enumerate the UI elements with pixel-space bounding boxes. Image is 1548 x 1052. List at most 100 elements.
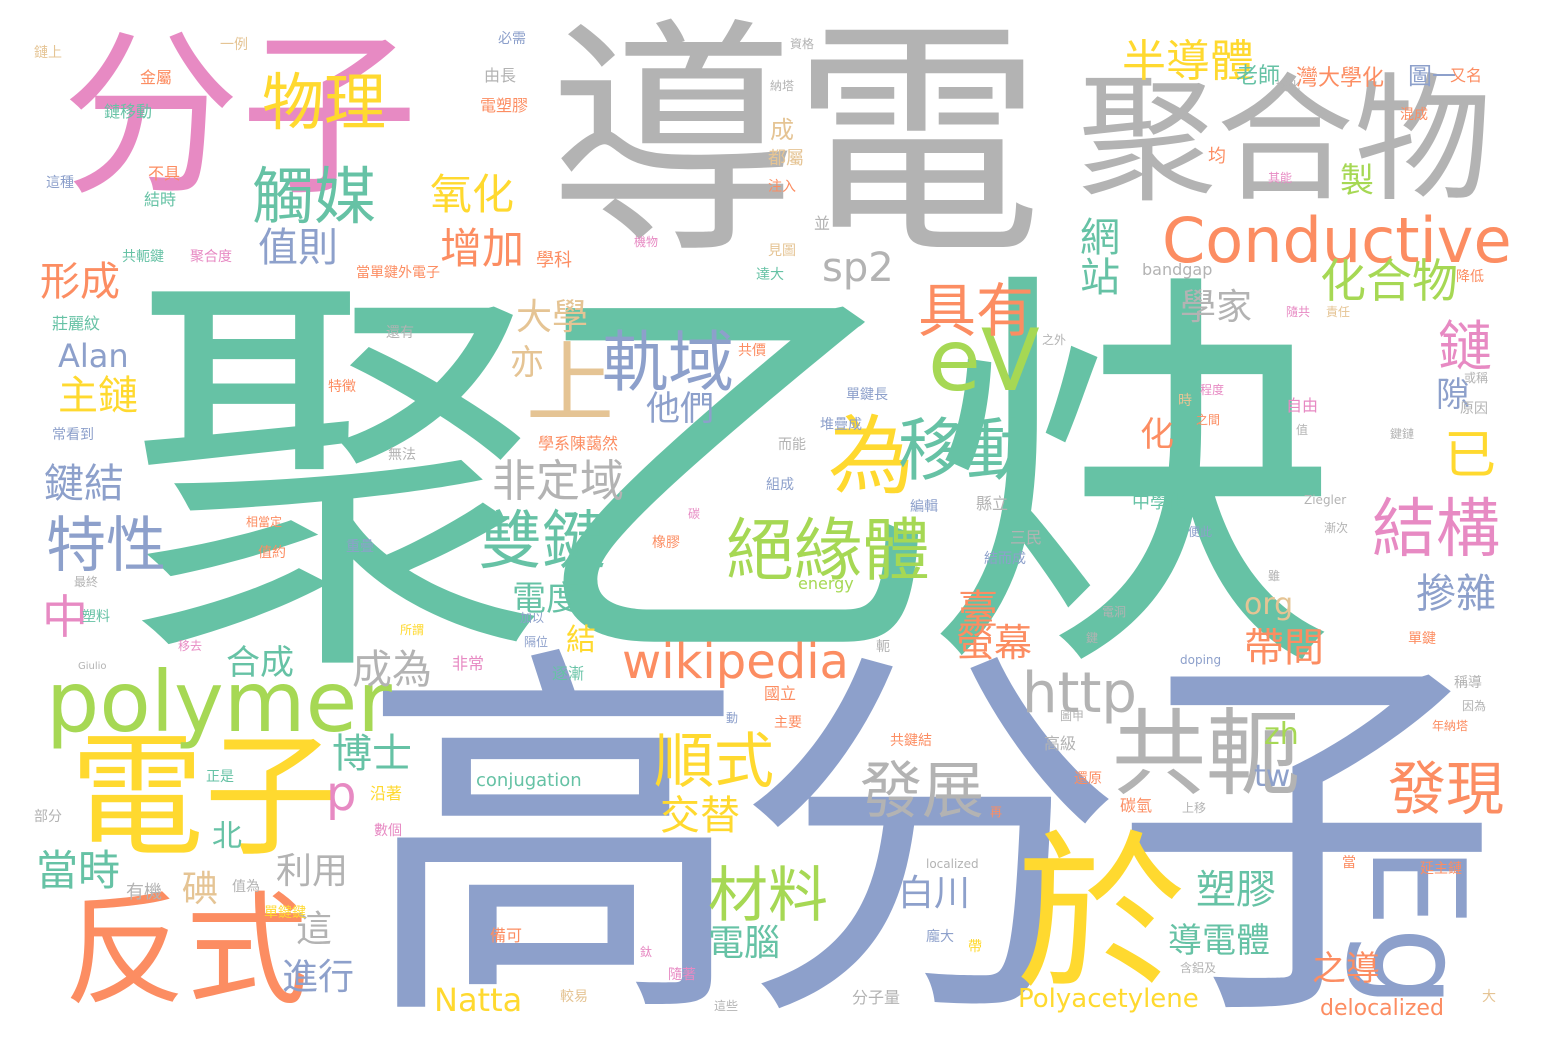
word: Alan [58,337,129,375]
word: 學科 [536,250,572,271]
word: 所謂 [400,623,425,637]
word: 注入 [768,179,796,195]
word: 值則 [258,225,338,271]
word: 還有 [386,325,414,341]
word: 電子 [70,719,339,875]
word: 動 [726,711,739,725]
word: 於 [1016,816,1187,1014]
word: 鏈 [1438,315,1492,378]
word: 上移 [1182,801,1207,815]
word: 值 [1296,423,1309,437]
word: 學家 [1180,287,1253,328]
word: Giulio [78,661,107,672]
word: 塑膠 [1196,867,1276,913]
word: 加以 [520,611,545,625]
word: 聚合物 [1078,60,1493,221]
word: 鍵鏈 [1390,427,1415,441]
word: Eg [1342,846,1491,1009]
word: 導電體 [1168,921,1270,961]
word: 降低 [1456,269,1484,285]
word: 結而成 [984,551,1026,567]
word: 特性 [46,511,166,581]
word: 聚乙炔 [128,237,1342,724]
word: conjugation [476,770,582,791]
word: 半導體 [1122,36,1254,87]
word: 而能 [778,437,806,453]
word: wikipedia [622,634,849,690]
word: 稱導 [1454,675,1482,691]
word: 移動 [898,412,1035,491]
word: 圖一 [1408,62,1456,90]
word: zh [1264,717,1299,752]
word: 摻雜 [1416,571,1496,617]
word: 成 [770,116,794,144]
word: 老師 [1236,64,1281,89]
word: 鏈上 [34,45,62,61]
word: 發現 [1388,755,1505,823]
word: 製 [1340,161,1374,201]
word: 觸媒 [252,160,377,233]
word: 分子 [62,13,418,220]
word: 高分子 [360,616,1500,1052]
word: 他們 [646,389,714,429]
word: Conductive [1162,204,1512,277]
word: 再 [990,805,1003,819]
word: 非常 [452,654,485,673]
word: 均 [1208,146,1226,167]
word: 莊麗紋 [52,314,101,333]
word: 共軛 [1112,700,1301,809]
word: 共鍵結 [890,733,932,749]
word: 程度 [1200,383,1225,397]
word: 碳氫 [1120,796,1153,815]
word: 帶間 [1244,625,1324,671]
word: 網站 [1073,216,1119,296]
word: 為 [828,407,914,507]
word: 大 [1482,989,1496,1005]
word: 博士 [332,731,412,777]
word: 或稱 [1464,371,1489,385]
word: 化 [1140,415,1174,455]
word: 電腦 [708,923,781,964]
word: 高級 [1044,734,1077,753]
word: 三民 [1010,528,1043,547]
word: 縣立 [976,494,1009,513]
word: 必需 [498,31,526,47]
word: 一例 [220,37,248,53]
word: 納塔 [770,79,795,93]
word: 金屬 [140,68,173,87]
word: 化合物 [1320,254,1458,308]
word: polymer [46,653,392,751]
word: 延主鏈 [1420,861,1462,877]
word: 當時 [36,846,121,895]
word: 相當定 [246,515,283,529]
word: 移去 [178,639,203,653]
word: 由長 [484,66,517,85]
word: 隔位 [524,635,549,649]
word: 正是 [206,769,234,785]
word: 值為 [232,879,260,895]
word: 含鋁及 [1180,961,1217,975]
word: 當單鍵外電子 [356,265,440,281]
word: 灣大學化 [1296,66,1385,91]
word: 達大 [756,267,784,283]
word: 臺 [958,587,998,633]
word: 值約 [258,545,286,561]
word: 逐漸 [552,664,585,683]
word: tw [1254,759,1291,794]
word: 單鍵長 [846,387,888,403]
word: 之間 [1196,413,1221,427]
word: 北 [212,819,242,854]
word: energy [798,574,854,593]
word: 非定域 [492,456,624,507]
word: 碳 [688,507,701,521]
word: org [1244,587,1294,622]
word: 資格 [790,37,815,51]
word: 隨共 [1286,305,1311,319]
word: 時 [1178,393,1192,409]
word: 隨著 [668,967,696,983]
word: 這些 [714,999,739,1013]
word: 備可 [490,926,523,945]
word: 因為 [1462,699,1487,713]
word: 橡膠 [652,535,680,551]
